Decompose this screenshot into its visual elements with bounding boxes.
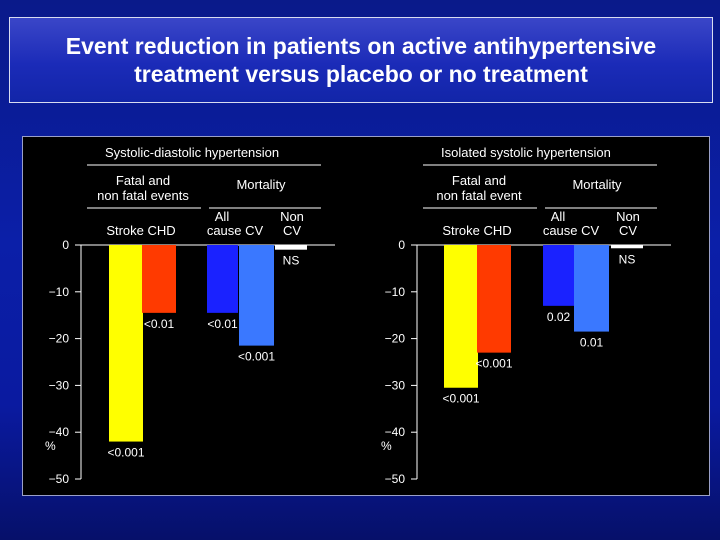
slide-title-line-1: Event reduction in patients on active an… [65,33,657,59]
y-tick-label: −30 [49,378,70,392]
y-tick-label: −40 [385,425,406,439]
y-tick-label: −10 [385,285,406,299]
category-label-noncv-2: CV [283,223,301,238]
bar-non-cv [611,245,643,249]
bar-annotation: 0.01 [580,336,604,350]
chart-title: Systolic-diastolic hypertension [105,145,279,160]
y-tick-label: −50 [49,472,70,486]
y-tick-label: −10 [49,285,70,299]
y-tick-label: 0 [398,238,405,252]
charts-svg: Systolic-diastolic hypertension Fatal and… [45,145,671,486]
y-axis-unit: % [381,439,392,453]
group-label-fatal-2: non fatal events [97,188,189,203]
y-tick-label: −20 [385,332,406,346]
group-label-mortality: Mortality [572,177,622,192]
y-tick-label: −20 [49,332,70,346]
bar-non-cv [275,245,307,250]
bar-annotation: <0.001 [442,392,479,406]
category-label-noncv-1: Non [616,209,640,224]
bar-stroke [109,245,143,442]
bar-annotation: <0.001 [475,357,512,371]
group-label-fatal-1: Fatal and [116,173,170,188]
y-tick-label: −40 [49,425,70,439]
bar-chd [477,245,511,353]
bar-stroke [444,245,478,388]
bar-annotation: <0.01 [144,317,175,331]
bar-all-cause [543,245,574,306]
slide-title-line-2: treatment versus placebo or no treatment [134,61,588,87]
chart-title: Isolated systolic hypertension [441,145,611,160]
bar-cv [574,245,609,332]
bar-annotation: <0.001 [238,350,275,364]
y-tick-label: 0 [62,238,69,252]
category-label-noncv-2: CV [619,223,637,238]
category-label-all-1: All [215,209,230,224]
bar-annotation: 0.02 [547,310,571,324]
category-label-noncv-1: Non [280,209,304,224]
bar-annotation: NS [619,252,636,266]
group-label-fatal-1: Fatal and [452,173,506,188]
bar-annotation: NS [283,254,300,268]
category-label-all-1: All [551,209,566,224]
bar-cv [239,245,274,346]
slide-title-box: Event reduction in patients on active an… [9,17,713,103]
category-label-all-2: cause CV [543,223,600,238]
bar-chd [142,245,176,313]
bar-all-cause [207,245,238,313]
y-tick-label: −30 [385,378,406,392]
category-label-all-2: cause CV [207,223,264,238]
category-label-stroke-chd: Stroke CHD [106,223,175,238]
bar-annotation: <0.001 [107,446,144,460]
group-label-fatal-2: non fatal event [436,188,522,203]
bar-annotation: <0.01 [207,317,238,331]
group-label-mortality: Mortality [236,177,286,192]
y-tick-label: −50 [385,472,406,486]
y-axis-unit: % [45,439,56,453]
category-label-stroke-chd: Stroke CHD [442,223,511,238]
chart-panel: Systolic-diastolic hypertension Fatal and… [22,136,710,496]
